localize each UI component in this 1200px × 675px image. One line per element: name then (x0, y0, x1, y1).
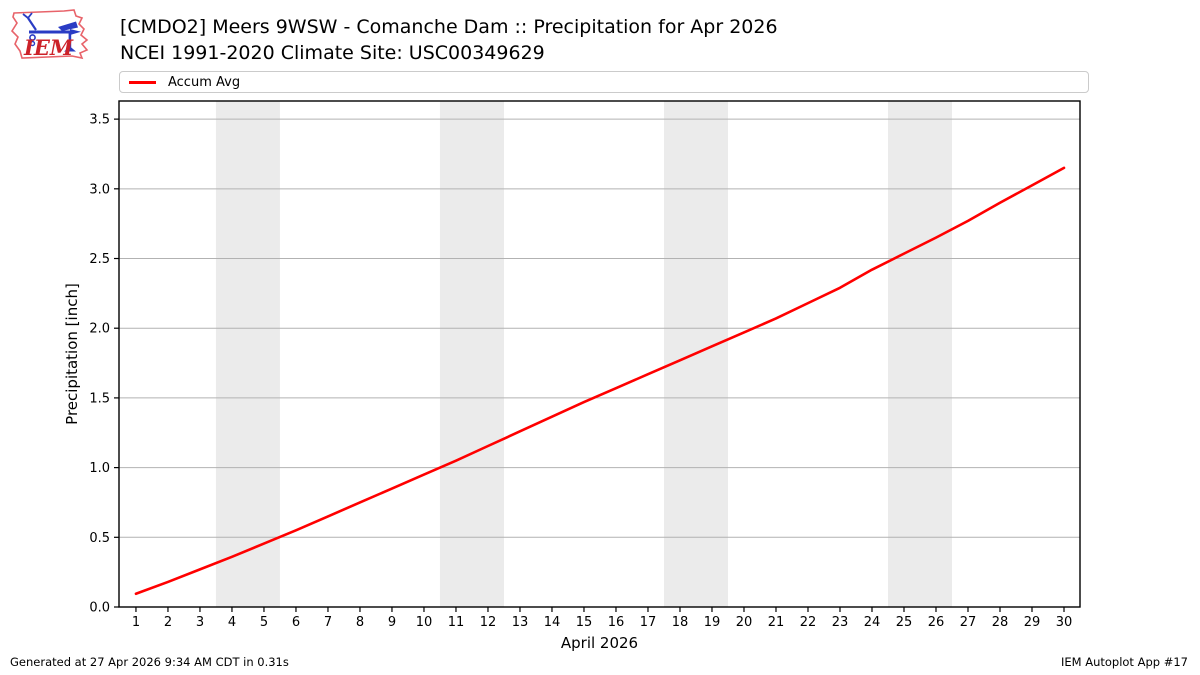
y-tick-label: 3.5 (89, 113, 110, 128)
x-tick-label: 7 (324, 615, 332, 630)
x-tick-label: 13 (512, 615, 529, 630)
x-tick-label: 6 (292, 615, 300, 630)
x-tick-label: 27 (960, 615, 977, 630)
x-tick-label: 4 (228, 615, 236, 630)
legend-item-label: Accum Avg (168, 74, 241, 90)
x-tick-label: 8 (356, 615, 364, 630)
weekend-band (887, 101, 952, 607)
x-tick-label: 26 (928, 615, 945, 630)
y-tick-label: 2.0 (89, 322, 110, 337)
x-tick-label: 23 (832, 615, 849, 630)
legend-line-swatch (129, 80, 156, 84)
x-tick-label: 14 (544, 615, 561, 630)
plot-border (118, 100, 1081, 608)
logo-text: IEM (23, 35, 74, 60)
y-tick-label: 0.0 (89, 601, 110, 616)
x-tick-label: 17 (640, 615, 657, 630)
y-tick-label: 1.5 (89, 391, 110, 406)
x-tick-label: 5 (260, 615, 268, 630)
x-tick-label: 21 (768, 615, 785, 630)
legend: Accum Avg (119, 71, 1089, 93)
x-tick-label: 19 (704, 615, 721, 630)
x-tick-label: 20 (736, 615, 753, 630)
y-tick-label: 1.0 (89, 461, 110, 476)
footer-app-text: IEM Autoplot App #17 (1060, 655, 1188, 669)
x-tick-label: 22 (800, 615, 817, 630)
x-tick-label: 3 (196, 615, 204, 630)
weekend-band (215, 101, 280, 607)
legend-item: Accum Avg (129, 75, 240, 90)
title-block: [CMDO2] Meers 9WSW - Comanche Dam :: Pre… (120, 14, 778, 66)
weather-vane-icon (22, 12, 81, 52)
x-tick-label: 28 (992, 615, 1009, 630)
x-tick-label: 9 (388, 615, 396, 630)
x-tick-label: 2 (164, 615, 172, 630)
x-tick-label: 10 (416, 615, 433, 630)
y-tick-label: 2.5 (89, 252, 110, 267)
page-title: [CMDO2] Meers 9WSW - Comanche Dam :: Pre… (120, 16, 778, 38)
accum-avg-line (134, 166, 1066, 596)
x-axis-label: April 2026 (561, 634, 638, 652)
weekend-band (439, 101, 504, 607)
x-tick-label: 29 (1024, 615, 1041, 630)
y-tick-label: 3.0 (89, 182, 110, 197)
x-tick-label: 15 (576, 615, 593, 630)
x-tick-label: 30 (1056, 615, 1073, 630)
y-tick-label: 0.5 (89, 531, 110, 546)
x-tick-label: 18 (672, 615, 689, 630)
x-tick-label: 1 (132, 615, 140, 630)
x-tick-label: 12 (480, 615, 497, 630)
x-tick-label: 25 (896, 615, 913, 630)
page-subtitle: NCEI 1991-2020 Climate Site: USC00349629 (120, 42, 545, 64)
y-axis-label: Precipitation [inch] (63, 283, 81, 425)
x-tick-label: 16 (608, 615, 625, 630)
iem-logo: IEM (10, 9, 89, 60)
x-tick-label: 24 (864, 615, 881, 630)
x-tick-label: 11 (448, 615, 465, 630)
footer-generated-text: Generated at 27 Apr 2026 9:34 AM CDT in … (10, 655, 289, 669)
